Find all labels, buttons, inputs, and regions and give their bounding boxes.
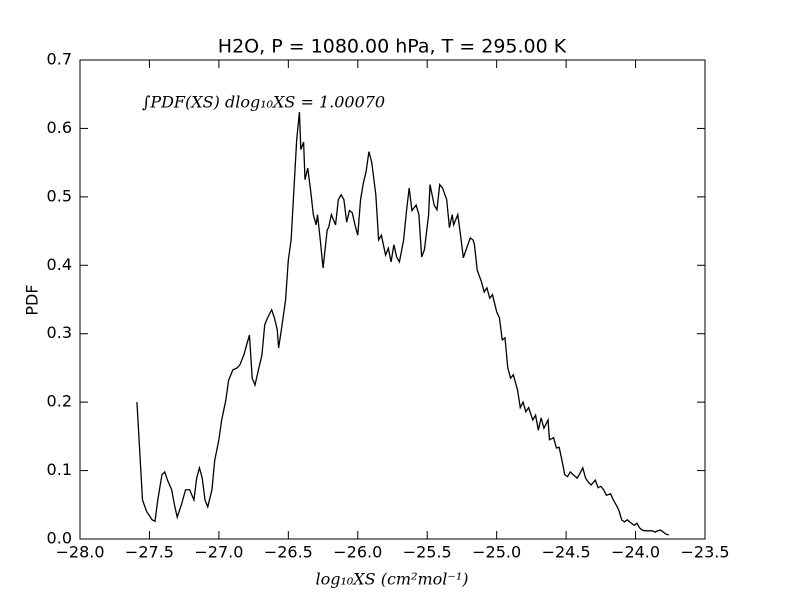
y-tick-label: 0.6: [47, 118, 72, 137]
y-tick-label: 0.5: [47, 186, 72, 205]
x-tick-label: −25.0: [472, 543, 521, 562]
x-tick-label: −26.5: [264, 543, 313, 562]
x-tick-label: −25.5: [403, 543, 452, 562]
plot-frame: [79, 59, 706, 540]
y-tick-label: 0.2: [47, 392, 72, 411]
x-tick-label: −24.5: [542, 543, 591, 562]
y-tick-label: 0.0: [47, 529, 72, 548]
y-tick-label: 0.1: [47, 460, 72, 479]
annotation: ∫PDF(XS) dlog₁₀XS = 1.00070: [142, 93, 385, 112]
y-tick-label: 0.4: [47, 255, 72, 274]
x-tick-label: −26.0: [333, 543, 382, 562]
x-tick-label: −28.0: [55, 543, 104, 562]
x-tick-label: −27.0: [194, 543, 243, 562]
x-axis-label: log₁₀XS (cm²mol⁻¹): [315, 570, 468, 589]
y-axis-label: PDF: [23, 284, 42, 315]
x-tick-label: −27.5: [125, 543, 174, 562]
y-tick-label: 0.7: [47, 50, 72, 69]
y-tick-label: 0.3: [47, 323, 72, 342]
x-tick-label: −24.0: [611, 543, 660, 562]
data-line: [136, 111, 670, 536]
chart-title: H2O, P = 1080.00 hPa, T = 295.00 K: [218, 36, 567, 58]
x-tick-label: −23.5: [680, 543, 729, 562]
